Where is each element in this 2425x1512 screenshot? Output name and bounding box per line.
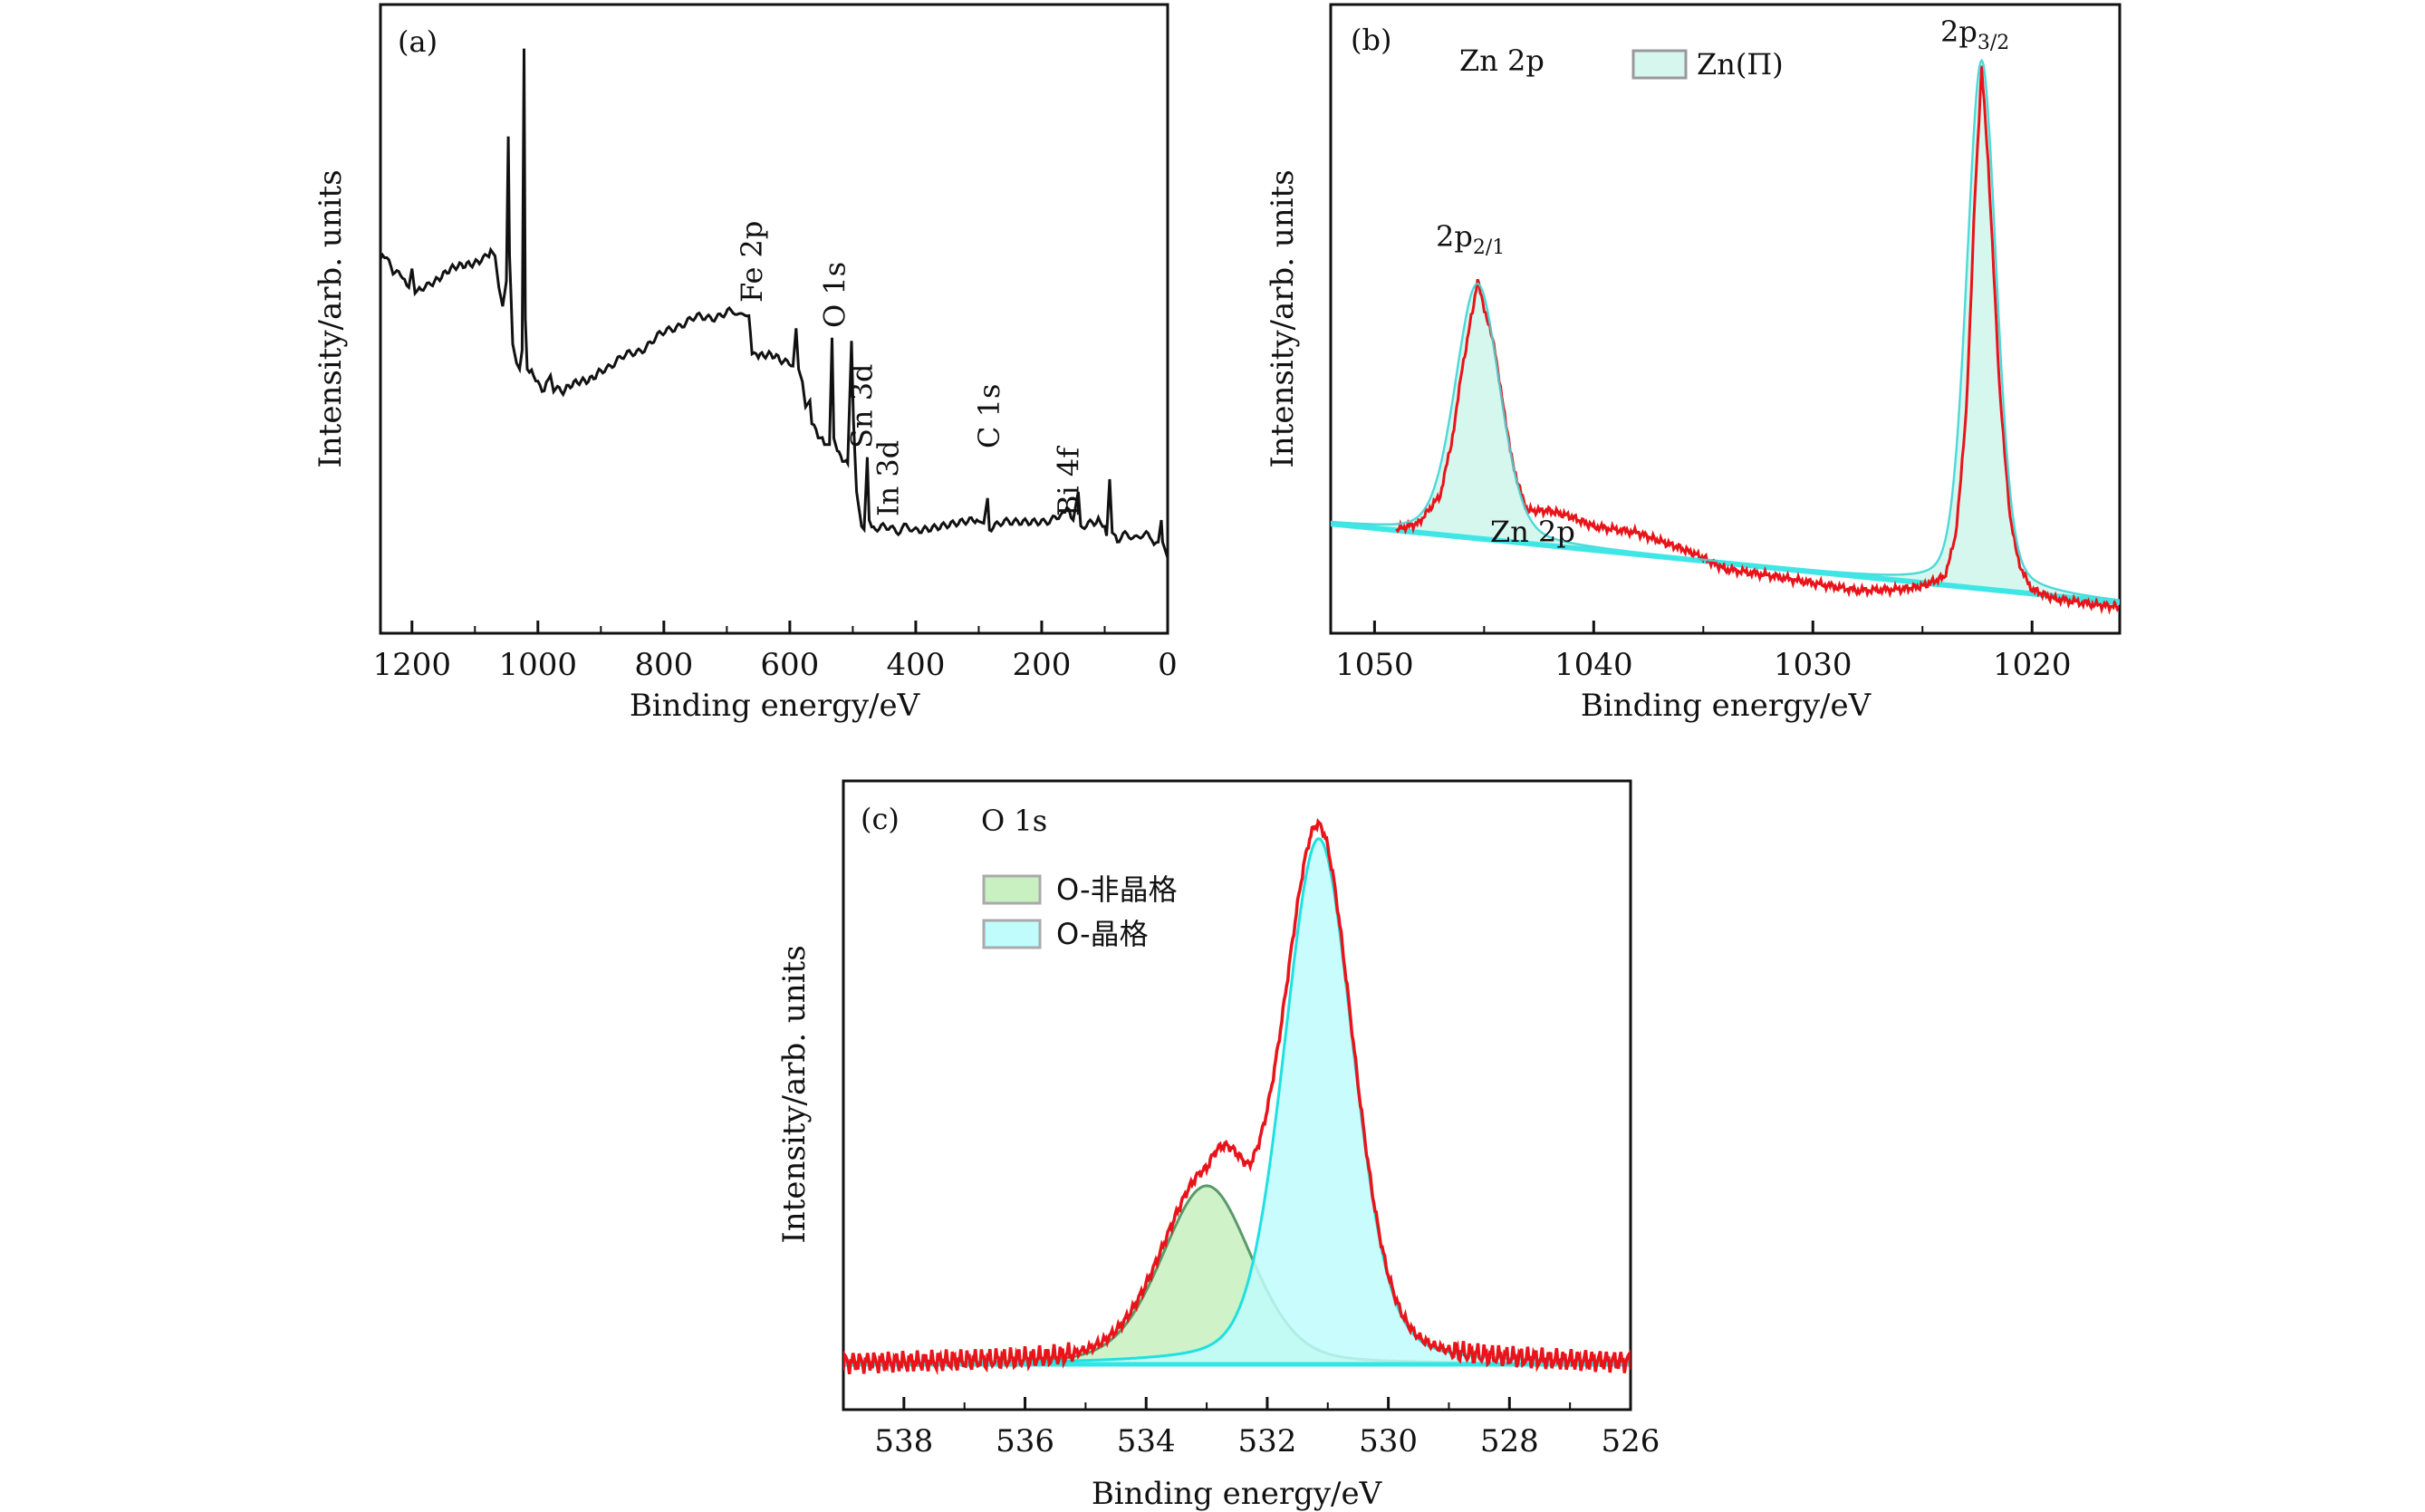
- legend-swatch-o-lattice: [982, 919, 1042, 949]
- panel-a-frame: [379, 3, 1169, 635]
- x-tick-label: 526: [1602, 1423, 1660, 1459]
- peak-annotation: C 1s: [972, 384, 1006, 448]
- panel-b-label: (b): [1351, 23, 1391, 57]
- peak-annotation: Sn 3d: [844, 363, 879, 448]
- panel-a-label: (a): [398, 24, 438, 59]
- peak-annotation: Bi 4f: [1051, 446, 1085, 516]
- x-tick-label: 600: [760, 647, 819, 683]
- peak-annotation: In 3d: [871, 440, 906, 516]
- x-tick-label: 1050: [1335, 647, 1414, 683]
- fit-envelope-line: [1331, 58, 2120, 602]
- x-tick-label: 400: [886, 647, 945, 683]
- panel-a-survey-spectrum: (a) Binding energy/eV Intensity/arb. uni…: [313, 3, 1178, 724]
- panel-c-title: O 1s: [981, 804, 1047, 838]
- x-tick-label: 0: [1158, 647, 1178, 683]
- x-tick-label: 532: [1237, 1423, 1296, 1459]
- x-tick-label: 1030: [1774, 647, 1852, 683]
- panel-b-ylabel: Intensity/arb. units: [1265, 169, 1301, 467]
- legend-swatch-o-amorphous: [982, 874, 1042, 905]
- panel-a-xlabel: Binding energy/eV: [630, 688, 921, 724]
- panel-b-frame: [1329, 3, 2122, 635]
- x-tick-label: 1200: [372, 647, 451, 683]
- x-tick-label: 538: [874, 1423, 933, 1459]
- legend-label-o-lattice: O-晶格: [1056, 917, 1149, 951]
- x-tick-label: 528: [1480, 1423, 1539, 1459]
- x-tick-label: 536: [996, 1423, 1054, 1459]
- background-line: [1331, 521, 2120, 605]
- panel-b-xlabel: Binding energy/eV: [1581, 688, 1872, 724]
- measured-spectrum-line: [843, 818, 1631, 1376]
- component-fill: [843, 1185, 1631, 1365]
- x-tick-label: 530: [1359, 1423, 1418, 1459]
- x-tick-label: 1040: [1554, 647, 1633, 683]
- legend-swatch-zn: [1631, 49, 1688, 80]
- peak-annotation: Zn 2p: [1490, 515, 1575, 549]
- legend-label-zn: Zn(Π): [1697, 47, 1784, 82]
- component-fill: [1331, 284, 2120, 602]
- panel-c-label: (c): [861, 802, 900, 836]
- panel-a-ylabel: Intensity/arb. units: [313, 169, 349, 467]
- x-tick-label: 534: [1117, 1423, 1176, 1459]
- survey-spectrum-line: [380, 48, 1168, 559]
- x-tick-label: 1020: [1993, 647, 2072, 683]
- panel-c-xlabel: Binding energy/eV: [1092, 1476, 1383, 1512]
- panel-c-o1s-spectrum: (c) O 1s O-非晶格 O-晶格 Binding energy/eV In…: [776, 779, 1660, 1512]
- peak-annotation: 2p2/1: [1436, 219, 1505, 259]
- peak-annotation: O 1s: [818, 262, 852, 328]
- x-tick-label: 800: [634, 647, 693, 683]
- legend-label-o-amorphous: O-非晶格: [1056, 872, 1178, 907]
- x-tick-label: 1000: [499, 647, 578, 683]
- panel-c-ylabel: Intensity/arb. units: [776, 945, 813, 1243]
- panel-b-zn2p-spectrum: (b) Zn 2p Zn(Π) Binding energy/eV Intens…: [1265, 3, 2122, 724]
- x-tick-label: 200: [1013, 647, 1072, 683]
- panel-c-frame: [842, 779, 1632, 1411]
- panel-b-title: Zn 2p: [1459, 43, 1544, 78]
- peak-annotation: Fe 2p: [735, 221, 769, 303]
- peak-annotation: 2p3/2: [1940, 14, 2009, 54]
